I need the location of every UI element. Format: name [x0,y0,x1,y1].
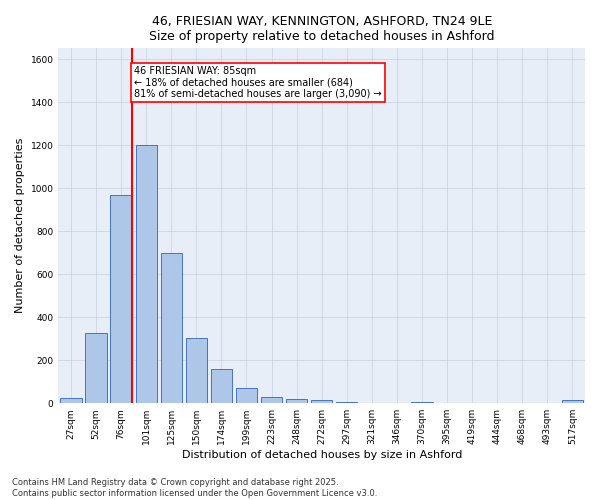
Bar [85,334,107,403]
Bar [185,338,207,403]
Y-axis label: Number of detached properties: Number of detached properties [15,138,25,314]
Bar [211,369,232,403]
Bar [311,400,332,403]
Bar [136,145,157,403]
Title: 46, FRIESIAN WAY, KENNINGTON, ASHFORD, TN24 9LE
Size of property relative to det: 46, FRIESIAN WAY, KENNINGTON, ASHFORD, T… [149,15,494,43]
Bar [236,388,257,403]
Bar [336,402,358,403]
X-axis label: Distribution of detached houses by size in Ashford: Distribution of detached houses by size … [182,450,462,460]
Text: Contains HM Land Registry data © Crown copyright and database right 2025.
Contai: Contains HM Land Registry data © Crown c… [12,478,377,498]
Bar [161,252,182,403]
Bar [286,399,307,403]
Bar [60,398,82,403]
Bar [110,194,132,403]
Bar [412,402,433,403]
Text: 46 FRIESIAN WAY: 85sqm
← 18% of detached houses are smaller (684)
81% of semi-de: 46 FRIESIAN WAY: 85sqm ← 18% of detached… [134,66,382,98]
Bar [562,400,583,403]
Bar [261,397,282,403]
